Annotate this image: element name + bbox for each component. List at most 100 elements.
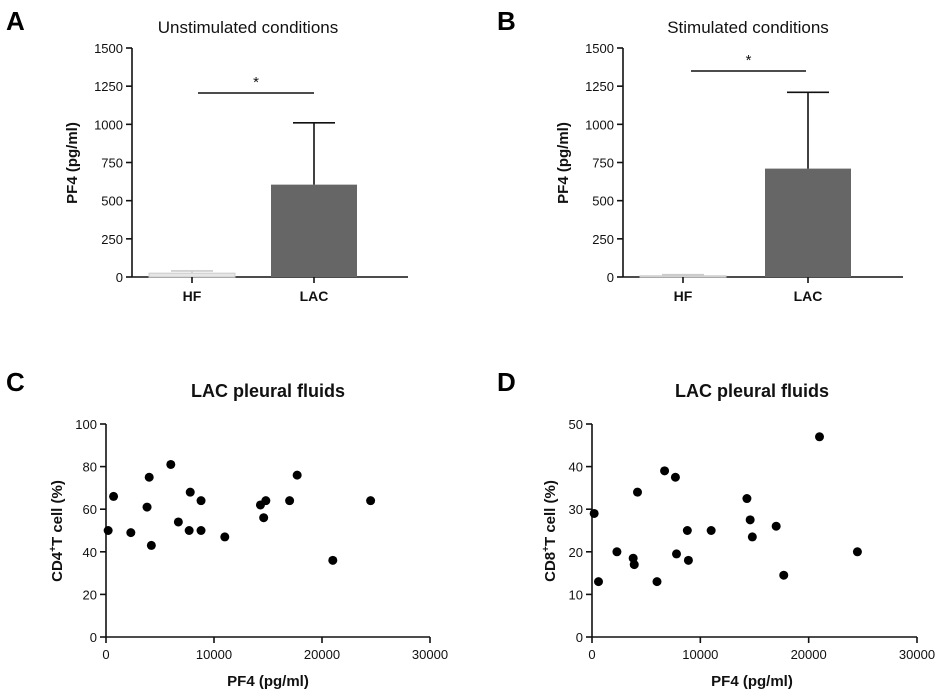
x-tick-label-d: 30000 <box>899 647 935 662</box>
scatter-point-d <box>594 577 603 587</box>
significance-star-a: * <box>253 74 259 91</box>
scatter-point-c <box>166 459 176 469</box>
y-tick-label-b: 500 <box>592 194 614 209</box>
plot-area-d: 0 10 20 30 40 50 0 10000 20000 30000 <box>569 417 936 662</box>
scatter-point-c <box>109 491 119 501</box>
y-tick-label-b: 1250 <box>585 79 614 94</box>
scatter-point-c <box>146 540 156 550</box>
scatter-point-d <box>745 515 755 525</box>
y-tick-label-b: 250 <box>592 232 614 247</box>
y-axis-label-c-main: CD4 <box>49 551 66 582</box>
bar-hf-a <box>148 272 236 278</box>
y-tick-label-b: 1500 <box>585 41 614 56</box>
y-tick-label-b: 0 <box>607 270 614 285</box>
y-tick-label-d: 50 <box>569 417 583 432</box>
x-tick-label-d: 0 <box>588 647 595 662</box>
scatter-point-c <box>196 526 206 535</box>
y-tick-label-a: 750 <box>101 156 123 171</box>
scatter-point-c <box>220 532 230 542</box>
scatter-point-d <box>779 570 789 580</box>
scatter-point-c <box>259 513 269 523</box>
y-tick-label-a: 500 <box>101 194 123 209</box>
panel-letter-d: D <box>497 367 516 397</box>
x-tick-label-c: 10000 <box>196 647 232 662</box>
y-tick-label-d: 0 <box>576 630 583 645</box>
y-axis-label-c: CD4+T cell (%) <box>48 480 66 582</box>
y-tick-label-a: 1250 <box>94 79 123 94</box>
y-tick-label-b: 750 <box>592 156 614 171</box>
scatter-point-c <box>173 517 183 527</box>
scatter-point-c <box>285 496 295 506</box>
y-axis-label-c-sup: + <box>48 546 59 552</box>
y-axis-label-b: PF4 (pg/ml) <box>555 122 572 204</box>
y-axis-label-d: CD8+T cell (%) <box>541 480 559 582</box>
scatter-point-c <box>103 526 113 535</box>
y-tick-label-a: 1500 <box>94 41 123 56</box>
y-tick-label-c: 60 <box>83 502 97 517</box>
scatter-point-c <box>126 528 136 538</box>
scatter-point-d <box>589 508 599 518</box>
scatter-point-c <box>261 496 271 506</box>
panel-letter-b: B <box>497 6 516 36</box>
scatter-point-c <box>185 487 195 497</box>
scatter-point-d <box>771 521 781 531</box>
y-tick-label-b: 1000 <box>585 117 614 132</box>
x-tick-label-d: 20000 <box>791 647 827 662</box>
x-tick-label-hf-b: HF <box>674 288 693 304</box>
scatter-point-c <box>292 470 302 480</box>
chart-title-c: LAC pleural fluids <box>191 381 345 401</box>
scatter-point-c <box>366 496 376 506</box>
scatter-point-d <box>815 432 824 442</box>
x-tick-label-hf-a: HF <box>183 288 202 304</box>
x-axis-label-d: PF4 (pg/ml) <box>711 673 793 690</box>
x-tick-label-lac-a: LAC <box>300 288 329 304</box>
scatter-point-d <box>660 466 670 476</box>
panel-d: D LAC pleural fluids CD8+T cell (%) PF4 … <box>497 367 935 690</box>
y-tick-label-c: 80 <box>83 460 97 475</box>
scatter-point-c <box>144 472 154 482</box>
y-tick-label-a: 1000 <box>94 117 123 132</box>
x-tick-label-lac-b: LAC <box>794 288 823 304</box>
scatter-point-d <box>612 547 622 557</box>
scatter-point-d <box>670 472 680 482</box>
scatter-point-d <box>652 577 662 587</box>
x-tick-label-c: 0 <box>102 647 109 662</box>
y-tick-label-d: 20 <box>569 545 583 560</box>
y-tick-label-a: 0 <box>116 270 123 285</box>
x-axis-label-c: PF4 (pg/ml) <box>227 673 309 690</box>
scatter-point-d <box>683 555 693 565</box>
x-tick-label-d: 10000 <box>682 647 718 662</box>
y-tick-label-a: 250 <box>101 232 123 247</box>
chart-title-a: Unstimulated conditions <box>158 18 338 37</box>
scatter-point-c <box>184 526 194 535</box>
y-axis-label-d-main: CD8 <box>542 552 559 582</box>
y-tick-label-d: 40 <box>569 460 583 475</box>
plot-area-c: 0 20 40 60 80 100 0 10000 20000 30000 <box>75 417 448 662</box>
bar-hf-b <box>639 275 727 278</box>
y-tick-label-d: 30 <box>569 502 583 517</box>
y-axis-label-a: PF4 (pg/ml) <box>64 122 81 204</box>
bar-lac-b <box>765 168 851 277</box>
scatter-point-d <box>706 526 716 535</box>
significance-star-b: * <box>746 52 752 69</box>
y-tick-label-c: 100 <box>75 417 97 432</box>
y-axis-label-c-rest: T cell (%) <box>49 480 66 546</box>
scatter-point-c <box>142 502 152 512</box>
y-tick-label-d: 10 <box>569 587 583 602</box>
panel-letter-a: A <box>6 6 25 36</box>
y-axis-label-d-rest: T cell (%) <box>542 480 559 546</box>
scatter-point-d <box>682 526 692 535</box>
scatter-point-d <box>852 547 862 557</box>
scatter-point-d <box>672 549 681 559</box>
scatter-point-c <box>196 496 206 506</box>
plot-area-a: 0 250 500 750 1000 1250 1500 HF LAC * <box>94 41 408 304</box>
panel-b: B Stimulated conditions PF4 (pg/ml) 0 250… <box>497 6 903 304</box>
bar-lac-a <box>271 184 357 277</box>
y-tick-label-c: 20 <box>83 587 97 602</box>
panel-a: A Unstimulated conditions PF4 (pg/ml) 0 2… <box>6 6 408 304</box>
plot-area-b: 0 250 500 750 1000 1250 1500 HF LAC * <box>585 41 903 304</box>
x-tick-label-c: 20000 <box>304 647 340 662</box>
panel-c: C LAC pleural fluids CD4+T cell (%) PF4 … <box>6 367 448 690</box>
chart-title-d: LAC pleural fluids <box>675 381 829 401</box>
y-tick-label-c: 0 <box>90 630 97 645</box>
